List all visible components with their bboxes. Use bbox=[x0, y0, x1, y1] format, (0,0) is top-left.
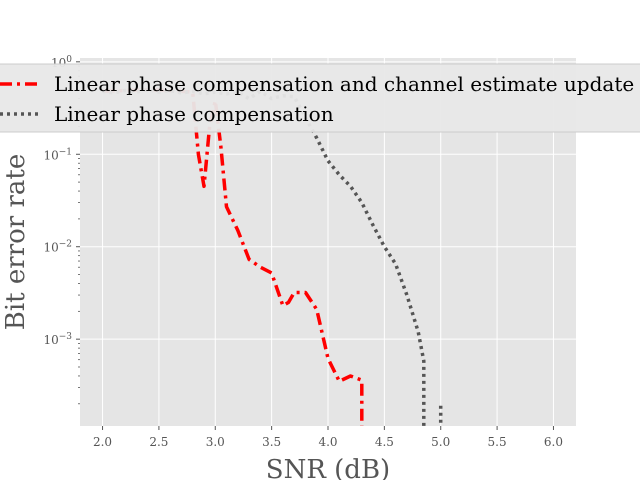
legend: Linear phase compensation and channel es… bbox=[0, 63, 640, 133]
y-tick-label: 10−1 bbox=[43, 147, 72, 162]
y-tick-label: 10−3 bbox=[43, 332, 72, 347]
x-tick-label: 2.5 bbox=[149, 435, 168, 449]
x-tick-label: 5.5 bbox=[488, 435, 507, 449]
x-ticks: 2.0 2.5 3.0 3.5 4.0 4.5 5.0 5.5 6.0 bbox=[93, 426, 563, 449]
x-tick-label: 2.0 bbox=[93, 435, 112, 449]
x-tick-label: 6.0 bbox=[544, 435, 563, 449]
x-tick-label: 3.0 bbox=[206, 435, 225, 449]
x-axis-label: SNR (dB) bbox=[266, 455, 390, 480]
x-tick-label: 4.5 bbox=[375, 435, 394, 449]
legend-label: Linear phase compensation bbox=[54, 102, 334, 126]
x-tick-label: 4.0 bbox=[318, 435, 337, 449]
x-tick-label: 5.0 bbox=[431, 435, 450, 449]
legend-box bbox=[0, 63, 640, 133]
legend-label: Linear phase compensation and channel es… bbox=[54, 72, 634, 96]
x-tick-label: 3.5 bbox=[262, 435, 281, 449]
y-axis-label: Bit error rate bbox=[1, 154, 31, 331]
y-tick-label: 10−2 bbox=[43, 240, 72, 255]
